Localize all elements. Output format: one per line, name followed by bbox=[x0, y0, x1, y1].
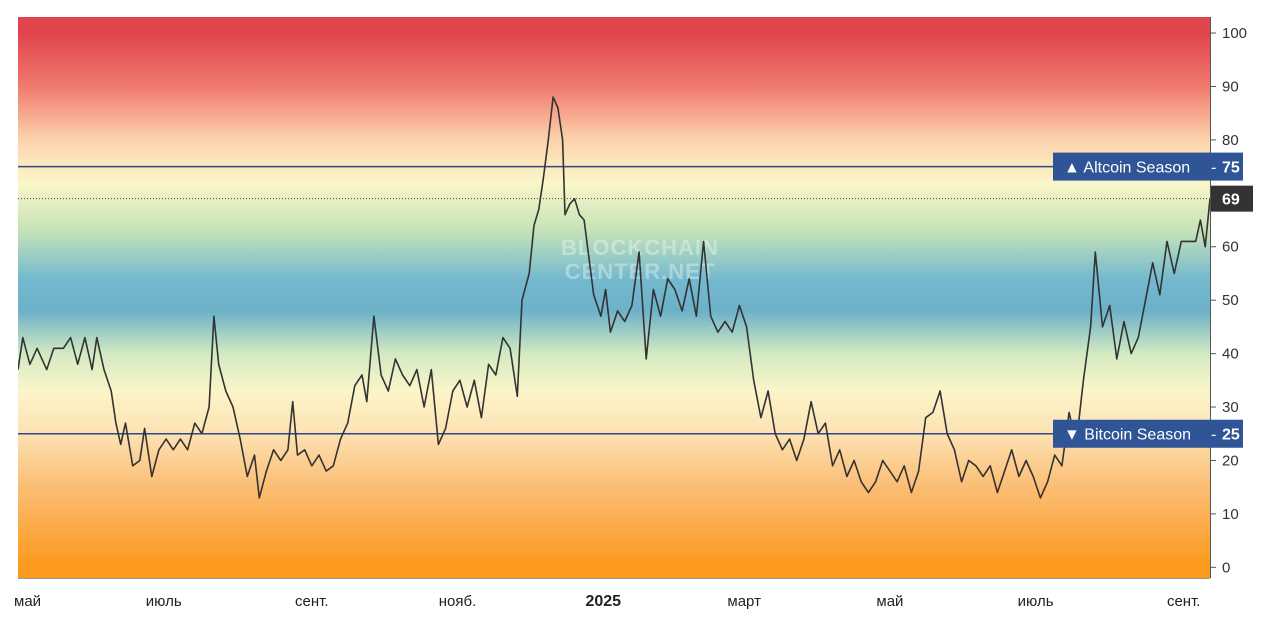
x-tick-label: сент. bbox=[1167, 593, 1201, 610]
reference-tag-value: 25 bbox=[1222, 427, 1240, 444]
x-tick-label: март bbox=[727, 593, 761, 610]
x-tick-label: 2025 bbox=[585, 593, 621, 610]
svg-text:-: - bbox=[1211, 427, 1216, 444]
y-tick-label: 60 bbox=[1222, 239, 1239, 256]
y-tick-label: 50 bbox=[1222, 292, 1239, 309]
series-layer bbox=[18, 96, 1210, 499]
y-tick-label: 30 bbox=[1222, 399, 1239, 416]
y-tick-label: 40 bbox=[1222, 346, 1239, 363]
x-tick-label: май bbox=[14, 593, 41, 610]
reference-tag-bg bbox=[1053, 419, 1243, 448]
reference-lines bbox=[18, 165, 1210, 435]
y-axis: 0102030405060708090100 bbox=[1210, 17, 1247, 578]
reference-tag-bg bbox=[1053, 152, 1243, 181]
x-tick-label: май bbox=[876, 593, 903, 610]
current-value-tag-bg bbox=[1211, 185, 1253, 212]
reference-tag-label: ▲ Altcoin Season bbox=[1064, 160, 1190, 177]
current-value-tag: 69 bbox=[1222, 192, 1240, 209]
index-line bbox=[18, 96, 1210, 499]
x-axis: май июль сент. нояб. 2025 март май июль сент. bbox=[14, 578, 1210, 610]
y-tick-label: 20 bbox=[1222, 452, 1239, 469]
x-tick-label: сент. bbox=[295, 593, 329, 610]
x-tick-label: июль bbox=[146, 593, 182, 610]
x-tick-label: июль bbox=[1018, 593, 1054, 610]
reference-tag-label: ▼ Bitcoin Season bbox=[1064, 427, 1191, 444]
y-tick-label: 0 bbox=[1222, 559, 1230, 576]
y-tick-label: 100 bbox=[1222, 25, 1247, 42]
reference-tag-value: 75 bbox=[1222, 160, 1240, 177]
y-tick-label: 90 bbox=[1222, 78, 1239, 95]
x-tick-label: нояб. bbox=[439, 593, 477, 610]
plot-background bbox=[18, 17, 1210, 578]
y-tick-label: 80 bbox=[1222, 132, 1239, 149]
svg-text:-: - bbox=[1211, 160, 1216, 177]
y-tick-label: 10 bbox=[1222, 506, 1239, 523]
